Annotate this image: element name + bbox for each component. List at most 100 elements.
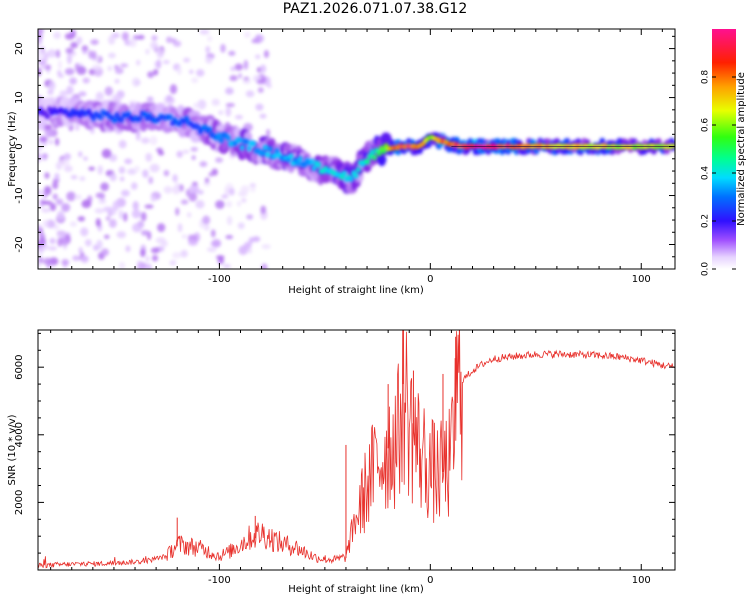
spectrogram-speckle — [257, 87, 264, 93]
spectrogram-speckle — [261, 244, 271, 250]
spectrogram-speckle — [203, 180, 211, 187]
spectrogram-speckle — [70, 29, 77, 39]
colorbar — [712, 29, 736, 269]
spectrogram-core-cell — [367, 153, 373, 160]
spectrogram-speckle — [136, 262, 147, 269]
spectrogram-speckle — [80, 227, 89, 237]
spectrogram-speckle — [251, 236, 261, 243]
spectrogram-speckle — [177, 223, 183, 233]
spectrogram-speckle — [107, 65, 113, 72]
spectrogram-speckle — [228, 50, 236, 56]
spectrogram-core-cell — [225, 135, 231, 141]
spectrogram-speckle — [132, 223, 143, 233]
spectrogram-speckle — [217, 257, 225, 265]
spectrogram-speckle — [83, 156, 88, 161]
spectrogram-speckle — [196, 69, 205, 77]
spectrogram-speckle — [108, 52, 116, 59]
spectrogram-speckle — [240, 185, 250, 194]
spectrogram-speckle — [42, 153, 47, 161]
spectrogram-speckle — [113, 94, 122, 103]
spectrogram-speckle — [186, 212, 192, 218]
y-tick-label: 10 — [14, 91, 25, 104]
spectrogram-speckle — [216, 255, 225, 260]
spectrogram-speckle — [225, 200, 233, 208]
spectrogram-core-cell — [311, 165, 317, 171]
spectrogram-speckle — [54, 172, 60, 180]
spectrogram-core-cell — [216, 132, 222, 139]
spectrogram-speckle — [78, 151, 83, 158]
spectrogram-speckle — [243, 59, 249, 70]
spectrogram-core-cell — [244, 138, 250, 145]
spectrogram-speckle — [188, 192, 198, 202]
spectrogram-speckle — [108, 218, 117, 228]
spectrogram-speckle — [81, 45, 89, 52]
spectrogram-speckle — [38, 189, 44, 195]
spectrogram-halo — [446, 145, 453, 153]
spectrogram-speckle — [61, 259, 70, 266]
spectrogram-speckle — [48, 80, 56, 91]
spectrogram-speckle — [119, 261, 126, 269]
spectrogram-speckle — [109, 173, 117, 182]
spectrogram-speckle — [140, 211, 147, 222]
spectrogram-speckle — [45, 219, 56, 229]
spectrogram-speckle — [69, 77, 78, 85]
spectrogram-speckle — [44, 64, 52, 71]
spectrogram-speckle — [256, 79, 266, 85]
colorbar-label: Normalized spectral amplitude — [736, 72, 747, 226]
spectrogram-speckle — [118, 139, 127, 149]
spectrogram-speckle — [190, 146, 198, 152]
spectrogram-speckle — [266, 128, 271, 137]
spectrogram-speckle — [108, 153, 118, 162]
spectrogram-speckle — [225, 235, 234, 240]
spectrogram-speckle — [43, 124, 53, 130]
spectrogram-speckle — [166, 36, 173, 44]
spectrogram-speckle — [66, 54, 72, 65]
spectrogram-core-cell — [260, 150, 266, 157]
spectrogram-speckle — [140, 248, 146, 258]
spectrogram-core-cell — [297, 156, 303, 162]
snr-series-line — [38, 330, 675, 569]
spectrogram-core-cell — [114, 112, 120, 118]
spectrogram-speckle — [52, 193, 58, 200]
colorbar-tick-label: 0.8 — [701, 70, 711, 85]
spectrogram-speckle — [238, 245, 248, 256]
spectrogram-speckle — [234, 63, 243, 71]
spectrogram-speckle — [75, 36, 83, 45]
spectrogram-core-cell — [353, 173, 359, 179]
spectrogram-speckle — [38, 256, 43, 264]
y-tick-label: 2000 — [14, 490, 25, 515]
spectrogram-speckle — [105, 216, 110, 221]
spectrogram-speckle — [38, 249, 43, 257]
spectrogram-speckle — [66, 85, 74, 95]
y-tick-label: 0 — [14, 143, 25, 149]
spectrogram-speckle — [176, 66, 182, 76]
y-tick-label: -10 — [14, 187, 25, 203]
spectrogram-speckle — [169, 84, 178, 95]
spectrogram-speckle — [211, 100, 221, 107]
spectrogram-speckle — [191, 155, 196, 161]
y-tick-label: -20 — [14, 236, 25, 252]
spectrogram-blobs — [38, 29, 675, 269]
spectrogram-speckle — [63, 165, 73, 173]
spectrogram-speckle — [234, 114, 243, 120]
spectrogram-core-cell — [372, 154, 377, 161]
spectrogram-speckle — [236, 200, 242, 207]
spectrogram-speckle — [44, 172, 50, 179]
spectrogram-speckle — [43, 191, 48, 199]
spectrogram-speckle — [41, 208, 51, 213]
spectrogram-speckle — [229, 75, 238, 82]
spectrogram-speckle — [82, 77, 90, 84]
spectrogram-speckle — [103, 206, 113, 213]
spectrogram-speckle — [112, 200, 120, 211]
spectrogram-speckle — [49, 237, 56, 245]
snr-frame — [37, 329, 676, 571]
spectrogram-speckle — [157, 223, 166, 233]
spectrogram-speckle — [207, 35, 213, 43]
spectrogram-speckle — [70, 174, 78, 180]
spectrogram-speckle — [38, 146, 43, 151]
snr-plot-area — [38, 330, 675, 569]
spectrogram-speckle — [199, 161, 208, 168]
spectrogram-speckle — [173, 40, 182, 47]
spectrogram-speckle — [43, 200, 53, 206]
